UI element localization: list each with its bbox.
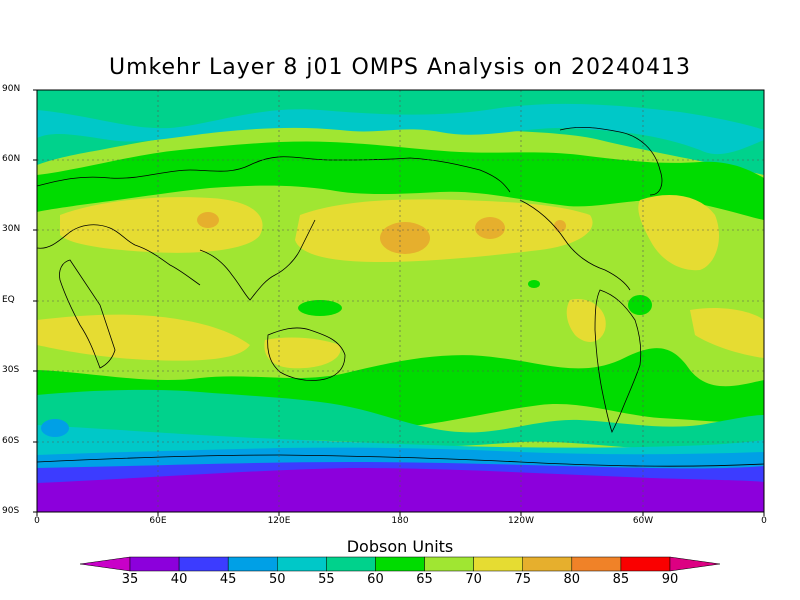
colorbar-title: Dobson Units — [0, 537, 800, 556]
colorbar-tick-label: 55 — [311, 572, 341, 587]
x-tick-label: 60W — [623, 516, 663, 526]
colorbar-swatch — [523, 557, 572, 571]
colorbar-swatch — [228, 557, 277, 571]
colorbar-swatch — [621, 557, 670, 571]
colorbar-swatch — [670, 557, 720, 571]
colorbar-swatch — [179, 557, 228, 571]
colorbar-tick-label: 80 — [557, 572, 587, 587]
y-tick-label: 60S — [2, 436, 34, 446]
x-tick-label: 0 — [17, 516, 57, 526]
x-tick-label: 60E — [138, 516, 178, 526]
y-tick-label: 90S — [2, 506, 34, 516]
colorbar-swatch — [326, 557, 375, 571]
x-tick-label: 120E — [259, 516, 299, 526]
colorbar-swatch — [80, 557, 130, 571]
colorbar-tick-label: 60 — [360, 572, 390, 587]
x-tick-label: 180 — [380, 516, 420, 526]
y-tick-label: 30N — [2, 224, 34, 234]
contour-field — [37, 90, 764, 512]
contour-green-eq-2 — [628, 295, 652, 315]
colorbar-tick-label: 75 — [508, 572, 538, 587]
y-tick-label: 90N — [2, 84, 34, 94]
colorbar-tick-label: 50 — [262, 572, 292, 587]
colorbar-tick-label: 45 — [213, 572, 243, 587]
contour-lightblue-spot — [41, 419, 69, 437]
x-tick-label: 0 — [744, 516, 784, 526]
colorbar-swatch — [277, 557, 326, 571]
contour-orange-1 — [380, 222, 430, 254]
contour-green-eq-3 — [528, 280, 540, 288]
colorbar-swatch — [572, 557, 621, 571]
colorbar-tick-label: 40 — [164, 572, 194, 587]
y-tick-label: 60N — [2, 154, 34, 164]
contour-orange-4 — [554, 220, 566, 232]
colorbar-tick-label: 65 — [410, 572, 440, 587]
colorbar-swatch — [130, 557, 179, 571]
colorbar-tick-label: 85 — [606, 572, 636, 587]
x-tick-label: 120W — [501, 516, 541, 526]
colorbar-swatch — [425, 557, 474, 571]
colorbar — [80, 557, 720, 571]
colorbar-swatch — [375, 557, 424, 571]
colorbar-swatch — [474, 557, 523, 571]
contour-green-eq-1 — [298, 300, 342, 316]
colorbar-tick-label: 70 — [459, 572, 489, 587]
y-tick-label: 30S — [2, 365, 34, 375]
y-tick-label: EQ — [2, 295, 34, 305]
contour-orange-2 — [475, 217, 505, 239]
contour-orange-3 — [197, 212, 219, 228]
colorbar-tick-label: 90 — [655, 572, 685, 587]
colorbar-tick-label: 35 — [115, 572, 145, 587]
